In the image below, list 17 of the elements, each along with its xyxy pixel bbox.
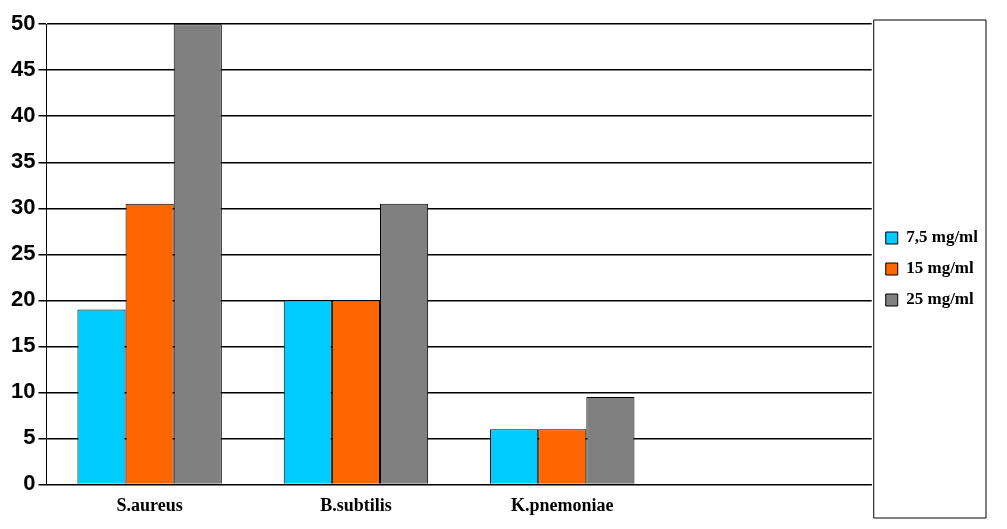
y-tick-label: 50 xyxy=(10,10,36,36)
y-tick-label: 45 xyxy=(10,56,36,82)
legend-label: 15 mg/ml xyxy=(906,258,975,278)
y-tick-label: 30 xyxy=(10,194,36,220)
x-tick-label: B.subtilis xyxy=(320,494,392,515)
y-tick-label: 5 xyxy=(23,424,36,450)
y-tick-label: 10 xyxy=(10,378,36,404)
x-tick-label: K.pnemoniae xyxy=(511,494,614,515)
y-tick-label: 20 xyxy=(10,286,36,312)
y-tick-label: 15 xyxy=(10,332,36,358)
y-tick-label: 0 xyxy=(23,470,36,496)
legend-label: 7,5 mg/ml xyxy=(906,227,979,247)
x-tick-label: S.aureus xyxy=(116,494,183,515)
y-tick-label: 40 xyxy=(10,102,36,128)
legend-label: 25 mg/ml xyxy=(906,289,975,309)
y-tick-label: 35 xyxy=(10,148,36,174)
y-tick-label: 25 xyxy=(10,240,36,266)
